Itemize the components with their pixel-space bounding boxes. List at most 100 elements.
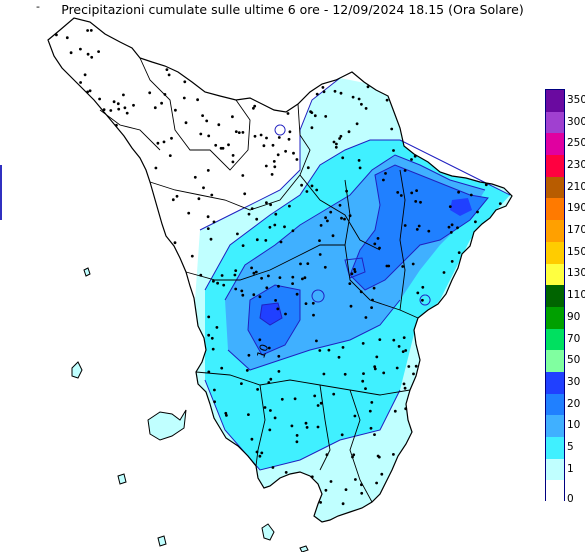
station-dot bbox=[255, 238, 259, 242]
station-dot bbox=[197, 197, 201, 201]
station-dot bbox=[210, 193, 214, 197]
station-dot bbox=[370, 401, 374, 404]
station-dot bbox=[371, 298, 374, 302]
station-dot bbox=[221, 146, 225, 150]
station-dot bbox=[279, 240, 283, 244]
station-dot bbox=[344, 488, 348, 491]
station-dot bbox=[318, 349, 322, 352]
station-dot bbox=[335, 142, 338, 146]
map-title-text: Precipitazioni cumulate sulle ultime 6 o… bbox=[61, 2, 524, 17]
station-dot bbox=[338, 137, 341, 140]
station-dot bbox=[442, 271, 446, 274]
island-giannutri bbox=[299, 545, 309, 552]
station-dot bbox=[312, 313, 315, 317]
station-dot bbox=[288, 204, 291, 208]
station-dot bbox=[313, 114, 317, 118]
station-dot bbox=[167, 73, 171, 77]
station-dot bbox=[272, 160, 276, 163]
legend-label: 10 bbox=[567, 419, 581, 432]
station-dot bbox=[265, 136, 268, 140]
station-dot bbox=[318, 239, 321, 243]
legend-label: 150 bbox=[567, 245, 585, 258]
legend-swatch bbox=[546, 350, 564, 372]
station-dot bbox=[234, 287, 238, 291]
station-dot bbox=[366, 85, 370, 89]
legend-swatch bbox=[546, 133, 564, 156]
station-dot bbox=[213, 388, 216, 392]
station-dot bbox=[403, 386, 407, 390]
legend-label: 50 bbox=[567, 354, 581, 367]
station-dot bbox=[357, 159, 361, 162]
legend-label: 30 bbox=[567, 375, 581, 388]
island-pianosa bbox=[117, 473, 127, 485]
station-dot bbox=[122, 93, 125, 97]
station-dot bbox=[343, 372, 347, 376]
station-dot bbox=[222, 283, 226, 287]
legend-label: 110 bbox=[567, 289, 585, 302]
station-dot bbox=[337, 355, 341, 359]
station-dot bbox=[313, 394, 317, 398]
station-dot bbox=[98, 97, 101, 101]
station-dot bbox=[382, 178, 385, 182]
station-dot bbox=[341, 346, 345, 349]
legend-swatch bbox=[546, 458, 564, 481]
station-dot bbox=[355, 122, 359, 126]
station-dot bbox=[252, 293, 256, 297]
station-dot bbox=[291, 275, 295, 279]
station-dot bbox=[212, 279, 215, 283]
station-dot bbox=[333, 89, 337, 93]
station-dot bbox=[413, 154, 417, 158]
station-dot bbox=[280, 397, 284, 401]
station-dot bbox=[449, 231, 453, 234]
station-dot bbox=[315, 188, 319, 192]
station-dot bbox=[347, 130, 351, 134]
station-dot bbox=[375, 481, 378, 485]
station-dot bbox=[360, 102, 363, 106]
station-dot bbox=[234, 269, 238, 272]
station-dot bbox=[250, 207, 254, 211]
station-dot bbox=[325, 453, 329, 457]
station-dot bbox=[247, 413, 250, 416]
station-dot bbox=[201, 114, 205, 117]
station-dot bbox=[196, 98, 200, 102]
station-dot bbox=[236, 232, 239, 236]
station-dot bbox=[163, 93, 167, 96]
legend-swatch bbox=[546, 111, 564, 134]
station-dot bbox=[322, 90, 326, 94]
station-dot bbox=[351, 95, 355, 99]
province-border bbox=[99, 109, 161, 151]
station-dot bbox=[214, 143, 218, 147]
island-elba bbox=[147, 409, 187, 441]
station-dot bbox=[305, 426, 309, 429]
station-dot bbox=[112, 100, 116, 104]
station-dot bbox=[241, 244, 245, 248]
station-dot bbox=[210, 336, 214, 340]
legend-label: 1 bbox=[567, 462, 574, 475]
station-dot bbox=[207, 134, 211, 138]
station-dot bbox=[274, 299, 277, 302]
station-dot bbox=[277, 136, 281, 139]
station-dot bbox=[352, 453, 356, 457]
contour-line bbox=[344, 257, 366, 279]
station-dot bbox=[357, 97, 361, 101]
legend-label: 90 bbox=[567, 310, 581, 323]
station-dot bbox=[227, 143, 230, 147]
province-border bbox=[349, 389, 373, 503]
legend-color-bar bbox=[545, 89, 565, 503]
station-dot bbox=[360, 483, 363, 487]
station-dot bbox=[310, 184, 314, 188]
station-dot bbox=[250, 266, 254, 270]
station-dot bbox=[269, 203, 272, 207]
station-dot bbox=[324, 115, 328, 118]
station-dot bbox=[315, 339, 318, 343]
contour-line bbox=[274, 124, 286, 136]
station-dot bbox=[216, 281, 220, 285]
station-dot bbox=[207, 315, 211, 319]
station-dot bbox=[253, 134, 257, 138]
station-dot bbox=[207, 333, 211, 337]
station-dot bbox=[193, 175, 197, 179]
station-dot bbox=[348, 282, 352, 285]
station-dot bbox=[267, 346, 271, 350]
station-dot bbox=[306, 166, 310, 170]
station-dot bbox=[271, 143, 275, 147]
